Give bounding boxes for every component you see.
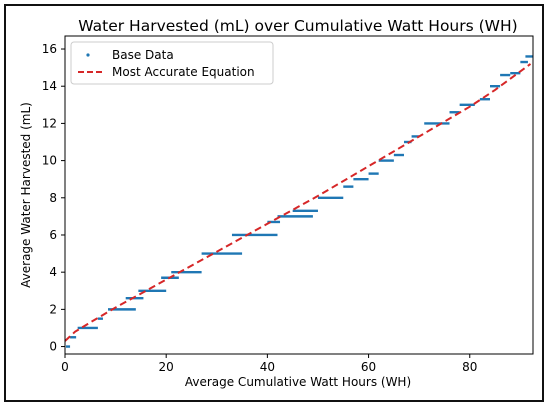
x-tick-label: 0	[61, 360, 69, 374]
axes-box	[64, 35, 534, 355]
y-axis-label: Average Water Harvested (mL)	[19, 102, 33, 288]
legend: Base Data Most Accurate Equation	[70, 41, 274, 85]
legend-label-equation: Most Accurate Equation	[112, 65, 255, 79]
legend-label-base-data: Base Data	[112, 48, 174, 62]
y-tick-label: 4	[49, 265, 57, 279]
y-tick-label: 8	[49, 191, 57, 205]
y-tick-label: 12	[42, 116, 57, 130]
y-tick-label: 14	[42, 79, 57, 93]
legend-marker-dot	[86, 53, 90, 57]
legend-box	[70, 41, 274, 85]
legend-entry-equation: Most Accurate Equation	[78, 65, 255, 79]
chart-title: Water Harvested (mL) over Cumulative Wat…	[78, 17, 517, 35]
x-axis-ticks: 0 20 40 60 80	[61, 354, 477, 374]
y-tick-label: 0	[49, 340, 57, 354]
plot-area	[64, 35, 534, 355]
y-tick-label: 16	[42, 42, 57, 56]
y-tick-label: 6	[49, 228, 57, 242]
y-tick-label: 2	[49, 302, 57, 316]
equation-line	[64, 63, 532, 342]
y-axis-ticks: 0 2 4 6 8 10 12 14 16	[42, 42, 65, 354]
x-tick-label: 40	[260, 360, 275, 374]
data-marks	[64, 55, 533, 348]
x-tick-label: 20	[159, 360, 174, 374]
legend-entry-base-data: Base Data	[86, 48, 174, 62]
x-axis-label: Average Cumulative Watt Hours (WH)	[185, 375, 411, 389]
y-tick-label: 10	[42, 154, 57, 168]
x-tick-label: 80	[462, 360, 477, 374]
x-tick-label: 60	[361, 360, 376, 374]
